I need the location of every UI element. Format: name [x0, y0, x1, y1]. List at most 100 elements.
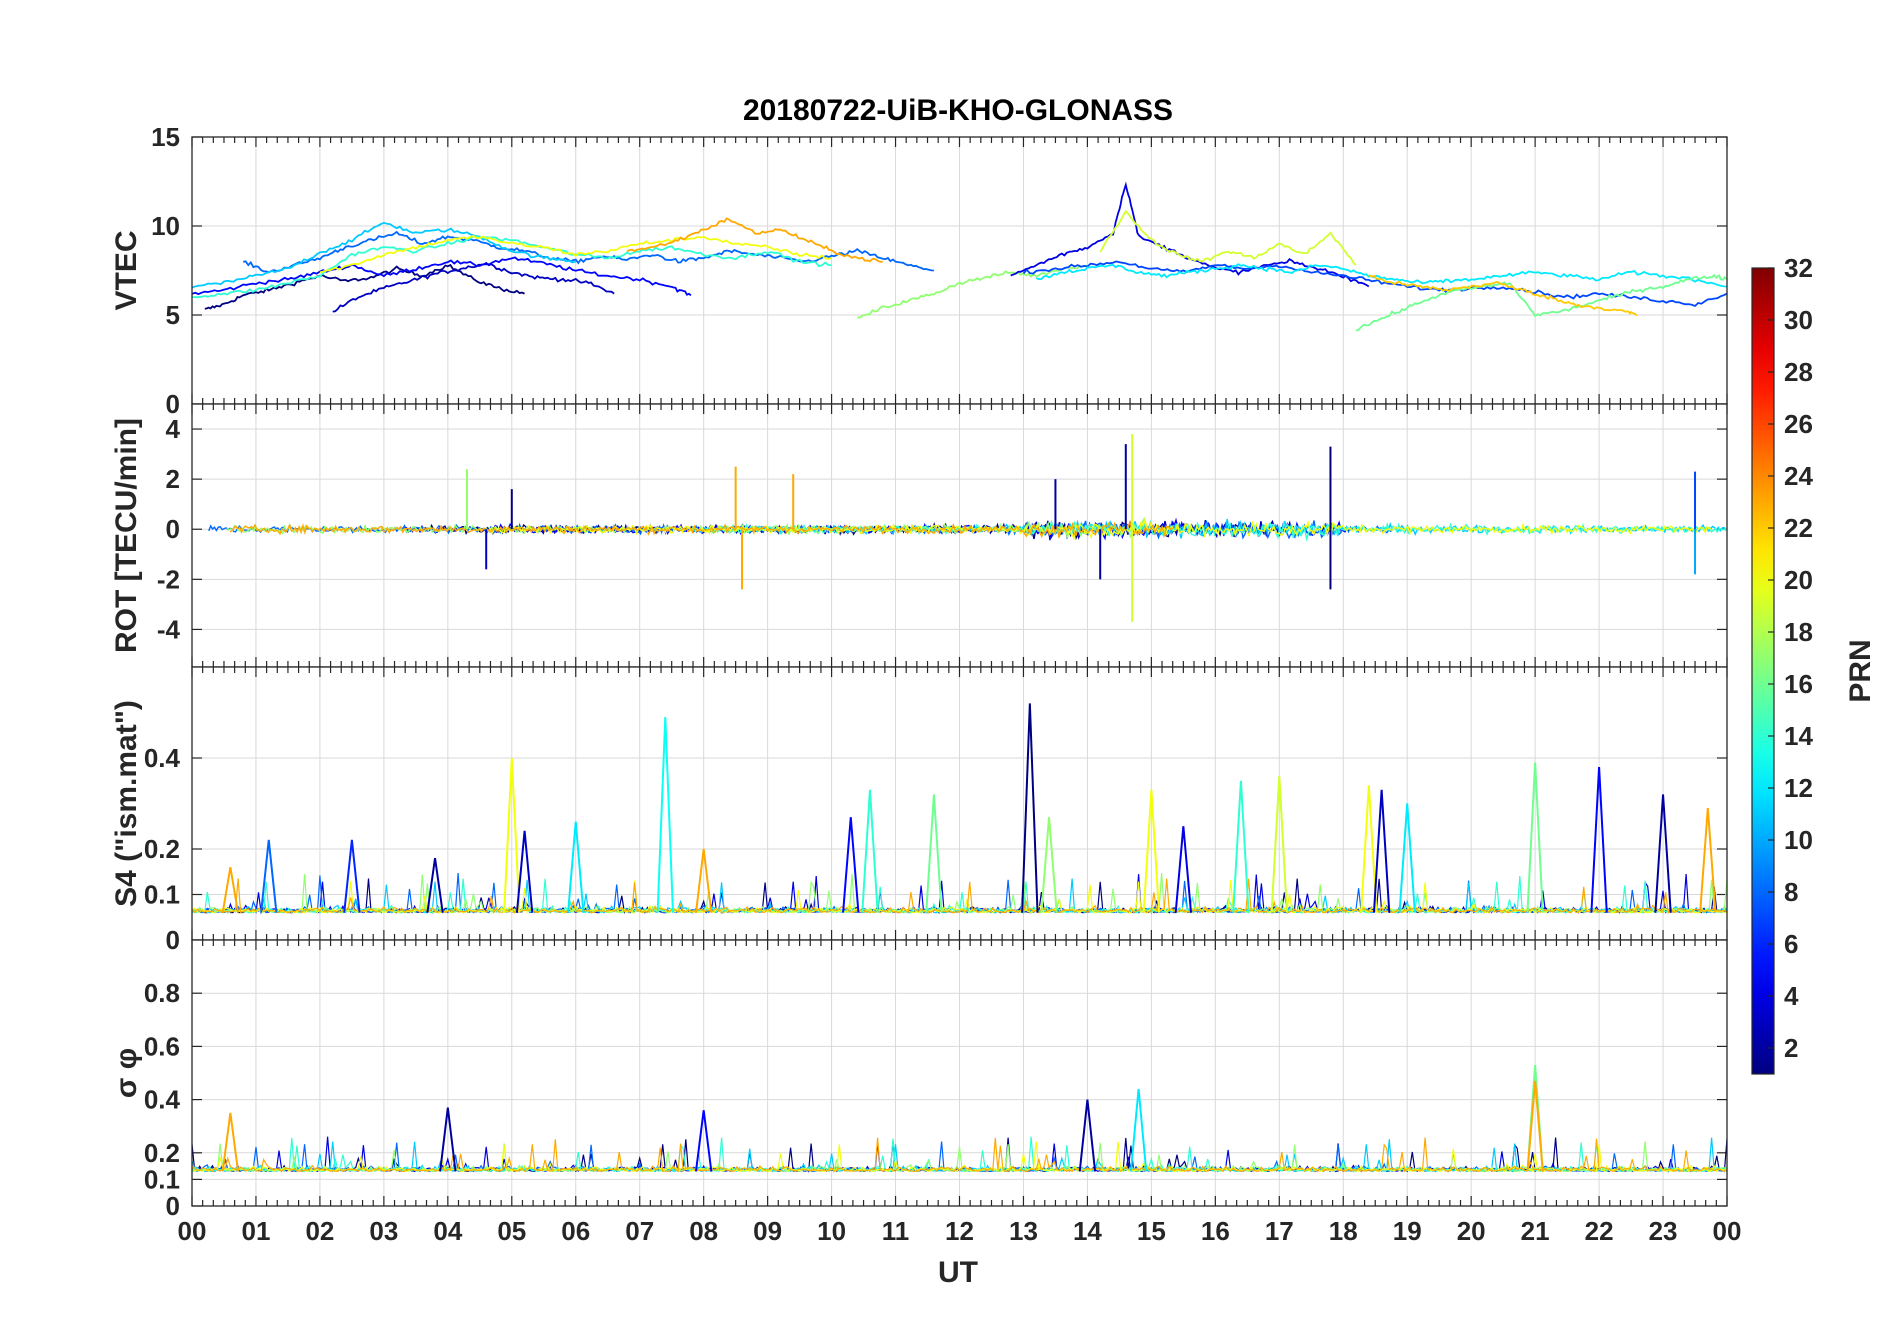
peak: [1360, 785, 1378, 913]
peak: [1021, 703, 1039, 913]
series-prn-11: [192, 221, 577, 289]
panel-frame: [191, 939, 1728, 1207]
peak: [925, 794, 943, 913]
x-tick-label: 08: [689, 1216, 718, 1246]
colorbar-tick-label: 12: [1784, 773, 1813, 803]
peak: [343, 839, 361, 913]
peak: [426, 857, 444, 913]
peak: [842, 817, 860, 913]
x-tick-label: 13: [1009, 1216, 1038, 1246]
peak: [1590, 767, 1608, 913]
y-axis-label: VTEC: [110, 230, 143, 310]
x-tick-label: 16: [1201, 1216, 1230, 1246]
chart-title: 20180722-UiB-KHO-GLONASS: [743, 94, 1173, 127]
peak: [861, 789, 879, 913]
series-prn-23: [626, 217, 883, 263]
colorbar-tick-label: 10: [1784, 825, 1813, 855]
series-prn-5: [192, 256, 692, 297]
series-prn-1: [204, 263, 525, 310]
x-axis: 00 01 02 03 04 05 06 07 08 09 10 11 12 13 14 15 16 17 18 19…: [178, 1216, 1742, 1246]
peak: [503, 757, 521, 913]
panel-VTEC: 0 5 10 15 VTEC: [110, 122, 1728, 419]
colorbar-tick-label: 30: [1784, 305, 1813, 335]
peak: [1270, 776, 1288, 913]
peak: [1526, 1080, 1544, 1172]
y-tick-label: 0: [166, 514, 180, 544]
series-prn-23: [192, 1137, 1727, 1173]
y-axis-label: σ φ: [110, 1048, 143, 1098]
colorbar-tick-label: 6: [1784, 929, 1798, 959]
peak: [221, 867, 240, 913]
peak: [1129, 1088, 1148, 1172]
peak: [260, 839, 278, 913]
x-axis-label: UT: [938, 1256, 978, 1289]
x-tick-label: 20: [1457, 1216, 1486, 1246]
colorbar-tick-label: 20: [1784, 565, 1813, 595]
panel-S4: 0 0.1 0.2 0.4S4 ("ism.mat"): [110, 666, 1728, 955]
colorbar-tick-label: 26: [1784, 409, 1813, 439]
x-tick-label: 00: [178, 1216, 207, 1246]
peak: [1174, 826, 1193, 913]
x-tick-label: 23: [1649, 1216, 1678, 1246]
series-prn-8: [243, 230, 934, 274]
colorbar-tick-label: 4: [1784, 981, 1799, 1011]
series-group: [192, 181, 1727, 332]
peak: [656, 717, 674, 913]
series-group: [208, 434, 1727, 622]
colorbar-tick-label: 8: [1784, 877, 1798, 907]
y-tick-label: 4: [166, 414, 181, 444]
series-group: [192, 1064, 1727, 1174]
y-tick-label: 0.4: [144, 743, 181, 773]
y-tick-label: 10: [151, 211, 180, 241]
peak: [694, 1110, 713, 1172]
x-tick-label: 18: [1329, 1216, 1358, 1246]
x-tick-label: 12: [945, 1216, 974, 1246]
colorbar-tick-label: 14: [1784, 721, 1813, 751]
y-tick-label: 5: [166, 300, 180, 330]
y-tick-label: 0.2: [144, 1138, 180, 1168]
y-tick-label: 0.1: [144, 1164, 180, 1194]
peak: [1040, 817, 1058, 913]
y-tick-label: 2: [166, 464, 180, 494]
series-prn-14: [192, 235, 832, 299]
series-prn-12: [1035, 263, 1727, 288]
y-axis-label: ROT [TECU/min]: [110, 418, 143, 653]
series-prn-23: [229, 519, 1175, 539]
x-tick-label: 19: [1393, 1216, 1422, 1246]
peak: [694, 848, 713, 913]
y-tick-label: 0.6: [144, 1031, 180, 1061]
y-tick-label: -2: [157, 564, 180, 594]
peak: [1526, 762, 1544, 913]
series-prn-20: [192, 879, 1727, 915]
x-tick-label: 02: [305, 1216, 334, 1246]
series-prn-22: [1368, 274, 1638, 317]
peak: [439, 1107, 457, 1172]
y-tick-label: 0.1: [144, 880, 180, 910]
y-tick-label: 0.8: [144, 978, 180, 1008]
x-tick-label: 01: [241, 1216, 270, 1246]
series-prn-17: [857, 264, 1088, 319]
colorbar-tick-label: 24: [1784, 461, 1813, 491]
y-tick-label: 0: [166, 389, 180, 419]
x-tick-label: 14: [1073, 1216, 1102, 1246]
colorbar-tick-label: 16: [1784, 669, 1813, 699]
peak: [1654, 794, 1672, 913]
peak: [1232, 780, 1250, 913]
x-tick-label: 00: [1713, 1216, 1742, 1246]
colorbar-tick-label: 18: [1784, 617, 1813, 647]
colorbar-gradient: [1751, 267, 1775, 1075]
x-tick-label: 06: [561, 1216, 590, 1246]
peak: [1142, 789, 1161, 913]
x-tick-label: 22: [1585, 1216, 1614, 1246]
x-tick-label: 07: [625, 1216, 654, 1246]
panel-ROT: -4 -2 0 2 4 ROT [TECU/min]: [110, 403, 1728, 668]
y-tick-label: 0: [166, 925, 180, 955]
series-prn-20: [319, 235, 832, 274]
colorbar-tick-label: 2: [1784, 1033, 1798, 1063]
peak: [567, 821, 585, 913]
x-tick-label: 21: [1521, 1216, 1550, 1246]
peak: [515, 830, 534, 913]
